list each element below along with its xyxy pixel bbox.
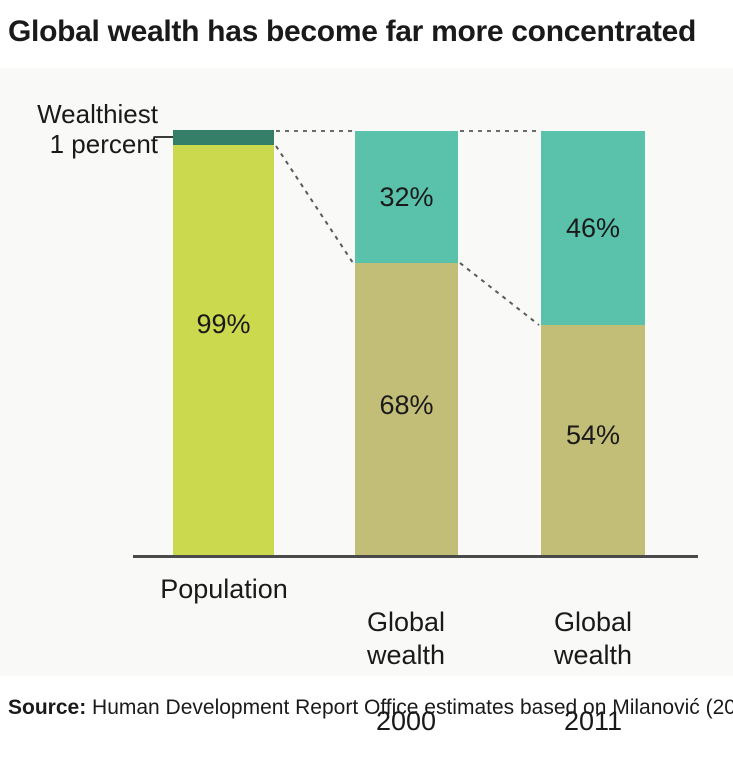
plot-area: Wealthiest 1 percent 99% 32% 68% 46% 54% xyxy=(0,68,733,736)
x-axis-line xyxy=(133,555,698,558)
callout-leader-line xyxy=(155,136,175,138)
connector-diagonal-1-2 xyxy=(275,145,354,264)
bar-2000-segment-top1pct[interactable] xyxy=(355,131,458,263)
category-label-population: Population xyxy=(160,574,288,604)
bar-2000-segment-rest[interactable] xyxy=(355,263,458,555)
connector-diagonal-2-3 xyxy=(459,262,540,326)
bar-2011-segment-rest[interactable] xyxy=(541,325,645,555)
bar-2000-label-rest: 68% xyxy=(379,390,434,420)
bar-population-segment-rest[interactable] xyxy=(173,145,274,555)
category-label-2011-line2: 2011 xyxy=(563,706,623,736)
wealthiest-callout-label: Wealthiest 1 percent xyxy=(37,99,158,159)
bar-2011-label-rest: 54% xyxy=(565,420,621,450)
bar-2000-label-top1pct: 32% xyxy=(379,182,434,212)
chart-panel: Wealthiest 1 percent 99% 32% 68% 46% 54% xyxy=(0,68,733,736)
source-label: Source: xyxy=(8,696,87,719)
bar-2011-label-top1pct: 46% xyxy=(565,213,621,243)
source-text: Human Development Report Office estimate… xyxy=(86,696,733,719)
bar-global-wealth-2000[interactable]: 32% 68% xyxy=(355,131,458,555)
page-title: Global wealth has become far more concen… xyxy=(8,15,697,48)
bar-population-segment-wealthiest[interactable] xyxy=(173,130,274,145)
bar-population[interactable]: 99% xyxy=(173,130,274,555)
bar-population-label-rest: 99% xyxy=(196,309,251,339)
category-label-global-wealth-2011: Global wealth 2011 xyxy=(517,573,669,771)
bar-2011-segment-top1pct[interactable] xyxy=(541,131,645,325)
category-label-2000-line1: Global wealth xyxy=(366,607,446,670)
source-note: Source: Human Development Report Office … xyxy=(8,696,733,720)
category-label-2011-line1: Global wealth xyxy=(553,607,633,670)
category-label-2000-line2: 2000 xyxy=(375,706,437,736)
category-label-global-wealth-2000: Global wealth 2000 xyxy=(330,573,482,771)
bar-global-wealth-2011[interactable]: 46% 54% xyxy=(541,131,645,555)
